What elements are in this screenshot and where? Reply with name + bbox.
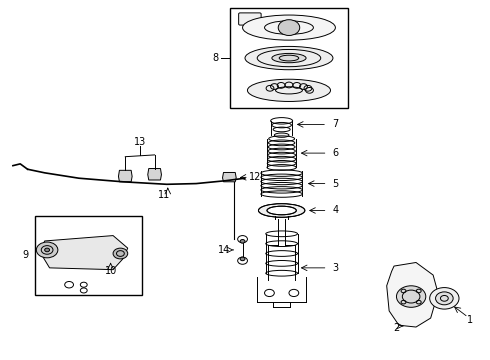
Text: 11: 11: [158, 190, 171, 201]
Polygon shape: [148, 168, 161, 180]
Polygon shape: [119, 170, 132, 182]
Ellipse shape: [245, 46, 333, 70]
Text: 6: 6: [332, 148, 339, 158]
Text: 13: 13: [134, 137, 146, 147]
Polygon shape: [40, 235, 128, 270]
Circle shape: [436, 292, 453, 305]
Circle shape: [36, 242, 58, 258]
Ellipse shape: [274, 133, 289, 137]
Text: 4: 4: [332, 206, 339, 216]
Circle shape: [113, 248, 128, 259]
Ellipse shape: [243, 15, 335, 40]
Ellipse shape: [247, 79, 331, 102]
Ellipse shape: [272, 53, 306, 63]
Ellipse shape: [258, 204, 305, 217]
Text: 7: 7: [332, 120, 339, 129]
Text: 5: 5: [332, 179, 339, 189]
Circle shape: [396, 286, 426, 307]
Bar: [230, 8, 347, 108]
Bar: [35, 216, 143, 295]
FancyBboxPatch shape: [239, 13, 261, 25]
Text: 14: 14: [218, 245, 230, 255]
Text: 10: 10: [104, 266, 117, 276]
Polygon shape: [222, 172, 236, 182]
Text: 12: 12: [248, 172, 261, 182]
Text: 1: 1: [466, 315, 473, 325]
Text: 2: 2: [393, 323, 399, 333]
Circle shape: [278, 20, 300, 36]
Text: 8: 8: [213, 53, 219, 63]
Circle shape: [240, 239, 245, 243]
Text: 9: 9: [22, 250, 28, 260]
Circle shape: [430, 288, 459, 309]
Polygon shape: [387, 262, 438, 327]
Text: 3: 3: [332, 263, 339, 273]
Circle shape: [240, 257, 245, 261]
Circle shape: [45, 248, 49, 252]
Ellipse shape: [267, 206, 296, 215]
